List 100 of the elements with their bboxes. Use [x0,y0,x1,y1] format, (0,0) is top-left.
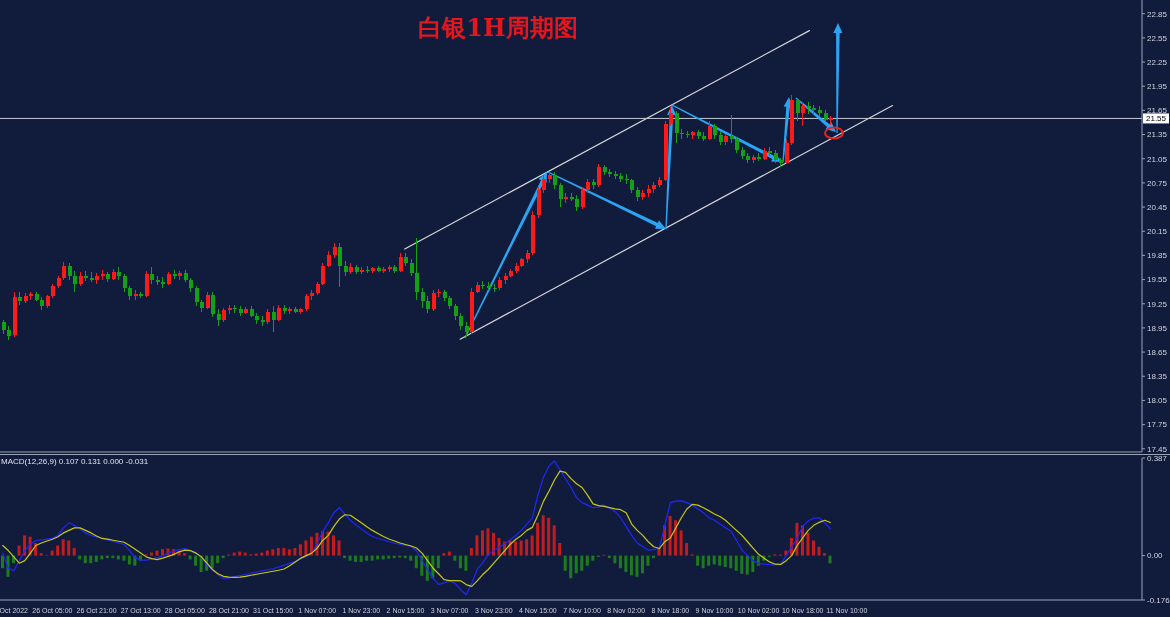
bar [276,548,280,556]
bar [1,555,4,569]
bar [701,555,705,569]
y-tick-label: 20.45 [1147,202,1168,212]
candlestick [668,106,673,127]
bar [409,555,413,561]
bar [464,555,468,571]
candlestick [210,291,215,318]
y-tick-label: 19.25 [1147,299,1168,309]
candlestick [674,110,679,144]
bar [332,535,336,556]
bar [210,555,214,569]
bar [823,553,827,556]
y-tick-label: 19.85 [1147,251,1168,261]
candlestick [431,289,436,312]
candlestick [194,285,199,307]
bar [629,555,633,576]
bar [558,543,562,556]
bar [580,555,584,571]
bar [640,555,644,574]
bar [569,555,573,579]
bar [436,555,440,569]
candlestick [271,305,276,333]
y-tick-label: 0.00 [1147,551,1164,561]
bar [271,549,275,556]
bar [591,555,595,561]
bar [23,535,27,556]
bar [458,555,462,569]
bar [530,535,534,556]
bar [61,539,65,556]
bar [293,548,297,556]
candlestick [784,138,789,165]
bar [298,544,302,556]
candlestick [72,270,77,293]
bar [723,555,727,567]
bar [370,555,374,561]
candlestick [679,128,684,140]
y-tick-label: 18.05 [1147,396,1168,406]
bar [685,543,689,556]
bar [67,540,71,556]
bar [442,553,446,556]
bar [552,525,556,556]
bar [265,550,269,556]
y-tick-label: 22.55 [1147,33,1168,43]
y-tick-label: 20.15 [1147,227,1168,237]
candlestick [414,237,419,301]
text: 白银1H周期图 [418,13,578,42]
y-tick-label: 21.35 [1147,130,1168,140]
bar [304,540,308,556]
bar [183,553,187,556]
bar [359,555,363,562]
bar [492,532,495,556]
y-tick-label: 19.55 [1147,275,1168,285]
bar [811,540,815,556]
y-tick-label: 22.25 [1147,57,1168,67]
bar [740,555,744,574]
bar [541,515,545,556]
candlestick [729,114,734,144]
bar [618,555,622,569]
bar [56,545,60,556]
bar [635,555,639,577]
candlestick [337,242,342,288]
y-tick-label: 18.35 [1147,372,1168,382]
bar [453,555,457,561]
bar [519,540,523,556]
bar [718,555,722,566]
y-tick-label: 21.95 [1147,82,1168,92]
bar [475,535,479,556]
bar [398,555,402,558]
bar [525,539,529,556]
bar [337,540,341,556]
bar [657,548,661,556]
y-tick-label: 22.85 [1147,9,1168,19]
bar [414,555,418,569]
bar [679,530,683,556]
bar [365,555,369,561]
bar [149,552,153,556]
candlestick [596,163,601,188]
bar [354,555,358,562]
candlestick [160,276,165,289]
bar [734,555,738,571]
candlestick [580,186,585,210]
candlestick [541,174,546,194]
bar [243,552,247,556]
bar [806,532,810,556]
bar [254,553,258,556]
candlestick [420,287,425,309]
bar [668,516,672,556]
bar [387,555,391,559]
y-tick-label: 18.65 [1147,347,1168,357]
bar [536,522,540,556]
bar [547,517,551,556]
y-tick-label: 17.75 [1147,420,1168,430]
y-tick-label: 20.75 [1147,178,1168,188]
bar [707,555,711,566]
y-tick-label: 17.45 [1147,444,1168,454]
bar [828,555,832,564]
candlestick [398,252,403,273]
y-tick-label: -0.176 [1147,595,1170,605]
bar [72,548,76,556]
